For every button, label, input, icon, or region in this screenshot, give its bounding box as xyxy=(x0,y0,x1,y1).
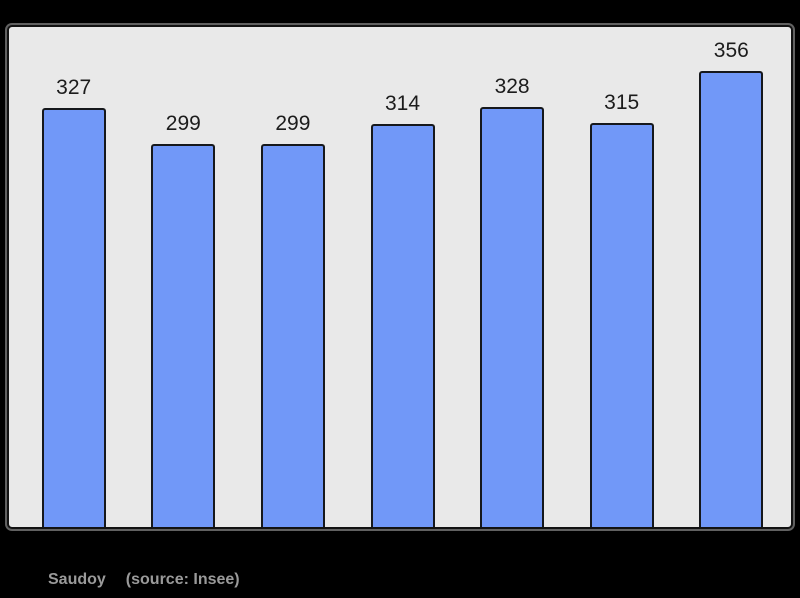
bar-group: 315 xyxy=(589,27,654,527)
bar-value-label: 299 xyxy=(165,112,201,135)
bar-value-label: 315 xyxy=(604,91,640,114)
bar-value-label: 356 xyxy=(713,39,749,62)
plot-area: 327 299 299 314 328 315 356 xyxy=(9,27,791,527)
bar-chart: 327 299 299 314 328 315 356 xyxy=(7,25,793,529)
bar-group: 328 xyxy=(480,27,545,527)
bar xyxy=(41,108,106,527)
chart-caption: Saudoy (source: Insee) xyxy=(48,569,240,591)
bar-group: 356 xyxy=(699,27,764,527)
bar-value-label: 328 xyxy=(494,75,530,98)
bar-group: 314 xyxy=(370,27,435,527)
bar-group: 327 xyxy=(41,27,106,527)
bar-group: 299 xyxy=(151,27,216,527)
bar xyxy=(480,107,545,527)
bar xyxy=(370,124,435,527)
bar xyxy=(260,144,325,527)
bar xyxy=(699,71,764,527)
bar-value-label: 327 xyxy=(56,76,92,99)
bar xyxy=(151,144,216,527)
bar-value-label: 314 xyxy=(384,92,421,115)
commune-name: Saudoy xyxy=(48,571,106,588)
bar-value-label: 299 xyxy=(275,112,311,135)
bar xyxy=(589,123,654,527)
source-note: (source: Insee) xyxy=(125,571,240,588)
bar-group: 299 xyxy=(260,27,325,527)
